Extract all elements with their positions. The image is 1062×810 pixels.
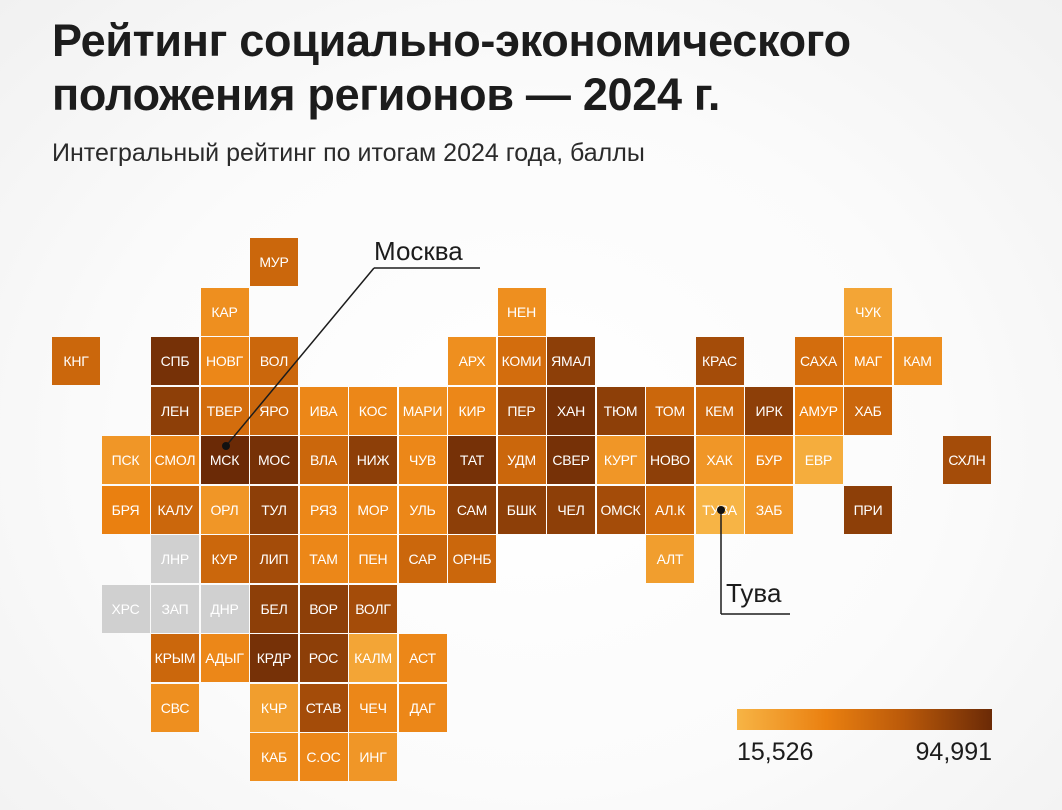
region-tile: ПЕР (497, 386, 546, 435)
region-tile: ЗАБ (745, 485, 793, 534)
legend-gradient-bar (737, 709, 992, 730)
region-tile: РЯЗ (299, 485, 348, 534)
region-tile: ЗАП (151, 584, 199, 633)
region-tile: КОС (349, 386, 397, 435)
region-tile: БУР (745, 436, 793, 484)
page-title-line-2: положения регионов — 2024 г. (52, 69, 721, 120)
region-tile: МСК (200, 436, 249, 484)
page-title: Рейтинг социально-экономического положен… (52, 14, 1032, 122)
region-tile: ТАМ (299, 535, 348, 583)
region-tile: КУР (200, 535, 249, 583)
region-tile: КАБ (250, 733, 298, 781)
region-tile: АСТ (398, 634, 447, 682)
region-tile: ПРИ (844, 485, 892, 534)
region-tile: ЯРО (250, 386, 298, 435)
region-tile: КУРГ (596, 436, 645, 484)
region-tile: АРХ (448, 337, 496, 385)
region-tile: ОМСК (596, 485, 645, 534)
region-tile: САМ (448, 485, 496, 534)
region-tile: ЛИП (250, 535, 298, 583)
region-tile: МАГ (844, 337, 892, 385)
region-tile: ТУЛ (250, 485, 298, 534)
region-tile: МОС (250, 436, 298, 484)
region-tile: СВЕР (547, 436, 595, 484)
region-tile: АЛТ (646, 535, 694, 583)
region-tile: САР (398, 535, 447, 583)
region-tile: КАР (200, 287, 249, 336)
region-tile: АМУР (794, 386, 843, 435)
region-tile: НОВГ (200, 337, 249, 385)
page-title-line-1: Рейтинг социально-экономического (52, 15, 851, 66)
region-tile: ПЕН (349, 535, 397, 583)
region-tile: ОРЛ (200, 485, 249, 534)
region-tile: СХЛН (943, 436, 991, 484)
region-tile: ВОЛГ (349, 584, 397, 633)
region-tile: ЯМАЛ (547, 337, 595, 385)
region-tile: КИР (448, 386, 496, 435)
region-tile: ЧЕЛ (547, 485, 595, 534)
region-tile: КАЛУ (151, 485, 199, 534)
region-tile: КРДР (250, 634, 298, 682)
region-tile: БШК (497, 485, 546, 534)
region-tile: ВОЛ (250, 337, 298, 385)
region-tile: АДЫГ (200, 634, 249, 682)
region-tile: ДАГ (398, 683, 447, 732)
region-tile: ИВА (299, 386, 348, 435)
region-tile: ПСК (101, 436, 150, 484)
region-tile: КРАС (695, 337, 744, 385)
region-tile: ВОР (299, 584, 348, 633)
region-tile: ИРК (745, 386, 793, 435)
region-tile: СМОЛ (151, 436, 199, 484)
region-tile: НЕН (497, 287, 546, 336)
region-tile: ТОМ (646, 386, 694, 435)
moscow-callout-label: Москва (374, 236, 463, 266)
region-tile: КЕМ (695, 386, 744, 435)
region-tile: НИЖ (349, 436, 397, 484)
region-tile: БРЯ (101, 485, 150, 534)
region-tile: ВЛА (299, 436, 348, 484)
region-tile: СПБ (151, 337, 199, 385)
region-tile: МАРИ (398, 386, 447, 435)
region-tile: КАМ (893, 337, 942, 385)
region-tile: ХАК (695, 436, 744, 484)
region-tile: ХРС (101, 584, 150, 633)
region-tile: МУР (250, 238, 298, 286)
region-tile: РОС (299, 634, 348, 682)
region-tile: АЛ.К (646, 485, 694, 534)
region-tile: ЛНР (151, 535, 199, 583)
region-tile: КЧР (250, 683, 298, 732)
region-tile: ТЮМ (596, 386, 645, 435)
region-tile: ОРНБ (448, 535, 496, 583)
region-tile: ЧУК (844, 287, 892, 336)
region-tile: С.ОС (299, 733, 348, 781)
region-tile: КОМИ (497, 337, 546, 385)
tuva-callout-label: Тува (726, 578, 782, 608)
region-tile: НОВО (646, 436, 694, 484)
region-tile: БЕЛ (250, 584, 298, 633)
region-tile: ЛЕН (151, 386, 199, 435)
page-subtitle: Интегральный рейтинг по итогам 2024 года… (52, 139, 645, 167)
region-tile: САХА (794, 337, 843, 385)
region-tile: ХАН (547, 386, 595, 435)
region-tile: ЧУВ (398, 436, 447, 484)
region-tile: СТАВ (299, 683, 348, 732)
region-tile: ЧЕЧ (349, 683, 397, 732)
region-tile: КАЛМ (349, 634, 397, 682)
region-tile: ДНР (200, 584, 249, 633)
region-tile: ХАБ (844, 386, 892, 435)
region-tile: СВС (151, 683, 199, 732)
region-tile: УДМ (497, 436, 546, 484)
region-tile: КНГ (52, 337, 100, 385)
region-tile: ТУВА (695, 485, 744, 534)
legend-min-value: 15,526 (737, 738, 814, 766)
legend-max-value: 94,991 (915, 738, 992, 766)
region-tile: УЛЬ (398, 485, 447, 534)
region-tile: ЕВР (794, 436, 843, 484)
region-tile: МОР (349, 485, 397, 534)
region-tile: ТАТ (448, 436, 496, 484)
region-tile: ТВЕР (200, 386, 249, 435)
region-tile: КРЫМ (151, 634, 199, 682)
region-tile: ИНГ (349, 733, 397, 781)
